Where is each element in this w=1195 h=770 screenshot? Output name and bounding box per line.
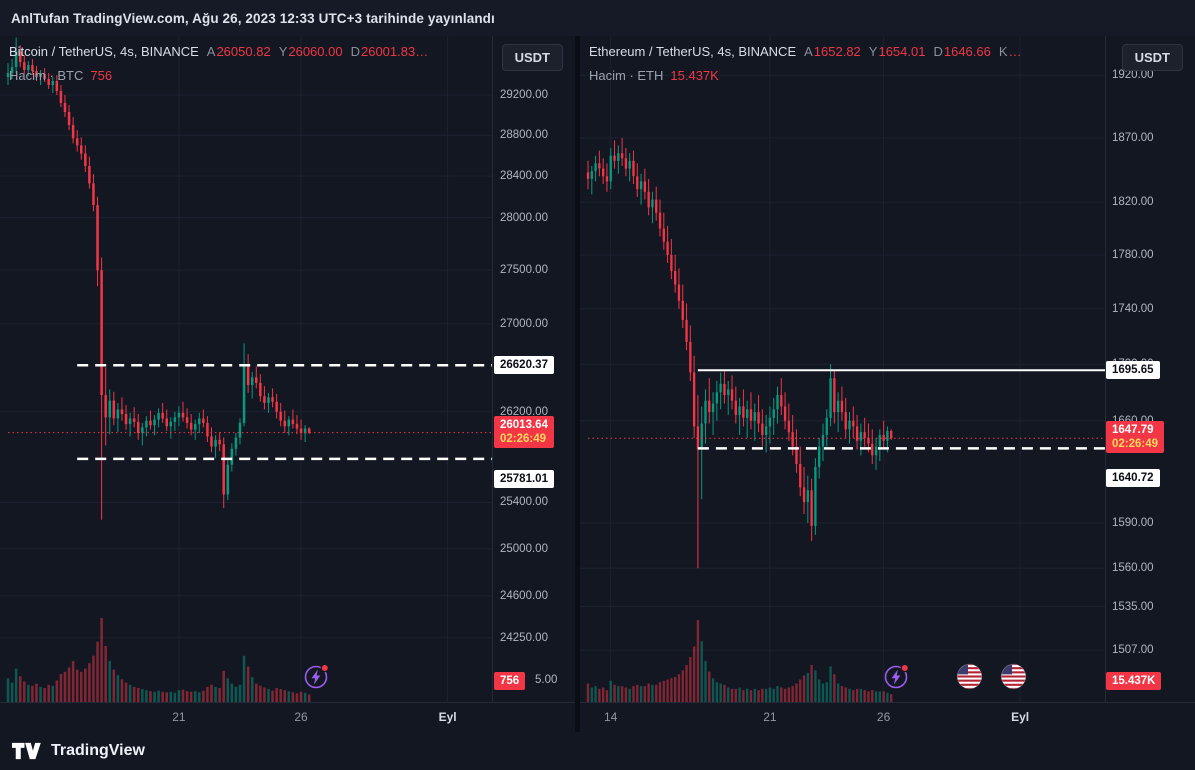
publication-text: AnlTufan TradingView.com, Ağu 26, 2023 1… [11, 10, 495, 26]
price-axis-label: 28000.00 [500, 211, 548, 224]
price-axis-label: 1740.00 [1112, 302, 1154, 315]
eth-volume-label: Hacim · ETH [589, 68, 664, 83]
price-axis-label: 28400.00 [500, 170, 548, 183]
ohlc-field-label: D [350, 44, 360, 59]
price-axis-label: 1535.00 [1112, 600, 1154, 613]
time-axis-label: 21 [763, 710, 777, 724]
publication-bar: AnlTufan TradingView.com, Ağu 26, 2023 1… [0, 0, 1195, 37]
btc-candlestick-svg [0, 36, 492, 702]
price-axis-label: 27000.00 [500, 317, 548, 330]
eth-chart-panel: 1920.001870.001820.001780.001740.001700.… [580, 36, 1195, 732]
tradingview-brand-text[interactable]: TradingView [51, 742, 145, 759]
ohlc-field-value: 26060.00 [288, 44, 343, 59]
time-axis-label: 21 [172, 710, 186, 724]
price-axis-label: 1920.00 [1112, 69, 1154, 82]
time-axis-label: Eyl [1011, 710, 1030, 724]
price-axis-label: 1560.00 [1112, 562, 1154, 575]
volume-tag: 756 [494, 672, 526, 690]
eth-chart-header: Ethereum / TetherUS, 4s, BINANCE A1652.8… [589, 44, 1022, 83]
ohlc-field-value: 26001.83… [360, 44, 429, 59]
price-axis-label: 1507.00 [1112, 644, 1154, 657]
btc-chart-header: Bitcoin / TetherUS, 4s, BINANCE A26050.8… [9, 44, 428, 83]
footer-bar: TradingView [0, 732, 1195, 770]
price-line-tag: 1640.72 [1106, 469, 1160, 488]
volume-tag: 15.437K [1106, 672, 1162, 690]
flash-icon [304, 663, 329, 689]
ohlc-field-label: K [998, 44, 1008, 59]
eth-volume-row: Hacim · ETH 15.437K [589, 68, 1022, 83]
time-axis-label: 26 [876, 710, 891, 724]
eth-symbol-title[interactable]: Ethereum / TetherUS, 4s, BINANCE [589, 44, 797, 59]
flash-icon [884, 663, 909, 689]
price-axis-label: 27500.00 [500, 264, 548, 277]
flash-event-icon[interactable] [883, 663, 910, 690]
price-axis-label: 29200.00 [500, 89, 548, 101]
price-line-tag: 25781.01 [494, 469, 554, 488]
price-axis-label: 1870.00 [1112, 131, 1154, 144]
panel-divider [575, 36, 580, 732]
eth-currency-toggle-usdt[interactable]: USDT [1121, 44, 1183, 71]
price-axis-label: 28800.00 [500, 129, 548, 142]
ohlc-field-value: 1646.66 [943, 44, 991, 59]
btc-chart-panel: 29200.00 28800.00 28400.00 28000.00 27500.00… [0, 36, 575, 732]
ohlc-field-value: 1652.82 [813, 44, 861, 59]
btc-volume-label: Hacim · BTC [9, 68, 84, 83]
tradingview-logo-icon[interactable] [12, 742, 42, 760]
countdown-timer: 02:26:49 [1112, 438, 1159, 451]
btc-price-chart-plot[interactable] [0, 36, 493, 702]
eth-legend-row: Ethereum / TetherUS, 4s, BINANCE A1652.8… [589, 44, 1022, 59]
price-axis-label: 1590.00 [1112, 517, 1154, 529]
us-flag-icon [956, 663, 983, 690]
btc-symbol-title[interactable]: Bitcoin / TetherUS, 4s, BINANCE [9, 44, 199, 59]
btc-legend-row: Bitcoin / TetherUS, 4s, BINANCE A26050.8… [9, 44, 428, 59]
ohlc-field-value: 26050.82 [216, 44, 271, 59]
eth-time-axis[interactable]: 14 21 26 Eyl [580, 702, 1195, 733]
eth-price-chart-plot[interactable] [580, 36, 1106, 702]
ohlc-field-label: Y [868, 44, 878, 59]
ohlc-field-label: D [933, 44, 943, 59]
price-axis-label: 25000.00 [500, 542, 548, 555]
price-axis-label: 26200.00 [500, 405, 548, 418]
us-flag-icon [1000, 663, 1027, 690]
price-axis-label: 24600.00 [500, 589, 548, 602]
time-axis-label: 26 [294, 710, 308, 724]
ohlc-field-label: Y [278, 44, 288, 59]
eth-candlestick-svg [580, 36, 1105, 702]
current-price-tag: 1647.79 02:26:49 [1106, 421, 1165, 454]
eth-volume-value: 15.437K [670, 68, 719, 83]
flash-event-icon[interactable] [303, 663, 330, 690]
price-axis-label: 1780.00 [1112, 249, 1154, 261]
ohlc-field-value: 1654.01 [878, 44, 926, 59]
time-axis-label: 14 [604, 710, 618, 724]
ohlc-field-label: A [206, 44, 216, 59]
price-axis-label: 24250.00 [500, 631, 548, 644]
eth-ohlc-values: A1652.82 Y1654.01 D1646.66 K… [796, 44, 1021, 59]
time-axis-label: Eyl [438, 710, 457, 724]
price-axis-label: 25400.00 [500, 496, 548, 509]
btc-volume-row: Hacim · BTC 756 [9, 68, 428, 83]
ohlc-field-label: A [804, 44, 813, 59]
price-line-tag: 1695.65 [1106, 361, 1160, 380]
btc-currency-toggle-usdt[interactable]: USDT [501, 44, 563, 71]
ohlc-field-value: … [1008, 44, 1022, 59]
price-axis-label: 1820.00 [1112, 196, 1154, 209]
btc-time-axis[interactable]: 21 26 Eyl [0, 702, 575, 733]
us-flag-event-icon[interactable] [956, 663, 983, 690]
price-line-tag: 26620.37 [494, 356, 554, 375]
current-price-tag: 26013.64 02:26:49 [494, 415, 554, 448]
us-flag-event-icon[interactable] [1000, 663, 1027, 690]
btc-volume-value: 756 [90, 68, 113, 83]
countdown-timer: 02:26:49 [500, 432, 547, 445]
btc-ohlc-values: A26050.82 Y26060.00 D26001.83… [199, 44, 428, 59]
price-axis-label-partial: 5.00 [535, 674, 558, 686]
eth-price-axis[interactable]: 1920.001870.001820.001780.001740.001700.… [1105, 36, 1195, 702]
btc-price-axis[interactable]: 29200.00 28800.00 28400.00 28000.00 27500.00… [493, 36, 575, 702]
